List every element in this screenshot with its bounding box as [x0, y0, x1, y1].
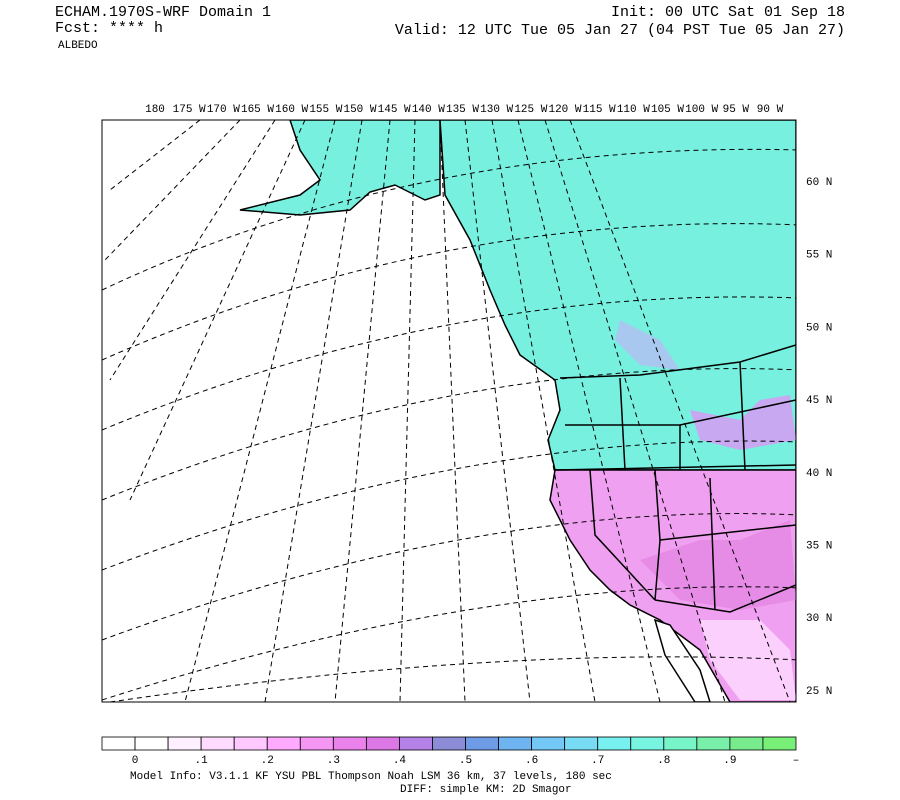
colorbar-box	[233, 736, 268, 751]
header-right: Init: 00 UTC Sat 01 Sep 18	[611, 4, 845, 21]
colorbar-box	[167, 736, 202, 751]
lat-label: 45 N	[806, 395, 832, 407]
header-left: Fcst: **** h	[55, 20, 163, 37]
colorbar-label: –	[793, 755, 800, 767]
colorbar-label: 0	[132, 755, 139, 767]
header-left: ECHAM.1970S-WRF Domain 1	[55, 4, 271, 21]
lon-label: 110 W	[617, 104, 650, 116]
lon-label: 180	[145, 104, 165, 116]
lat-label: 30 N	[806, 613, 832, 625]
lon-label: 100 W	[685, 104, 718, 116]
lon-label: 105 W	[651, 104, 684, 116]
colorbar-box	[101, 736, 136, 751]
lon-label: 150 W	[343, 104, 376, 116]
lat-label: 60 N	[806, 177, 832, 189]
colorbar-box	[465, 736, 499, 751]
lon-label: 140 W	[412, 104, 445, 116]
colorbar-box	[597, 736, 632, 751]
colorbar-box	[299, 736, 334, 751]
map-frame	[101, 119, 797, 703]
colorbar-box	[200, 736, 235, 751]
header-right: Valid: 12 UTC Tue 05 Jan 27 (04 PST Tue …	[395, 22, 845, 39]
lon-label: 145 W	[378, 104, 411, 116]
footer-line: DIFF: simple KM: 2D Smagor	[400, 784, 572, 796]
lon-label: 95 W	[723, 104, 750, 116]
footer-line: Model Info: V3.1.1 KF YSU PBL Thompson N…	[130, 771, 612, 783]
lat-label: 40 N	[806, 468, 832, 480]
lon-label: 165 W	[241, 104, 274, 116]
colorbar-label: .2	[261, 755, 274, 767]
colorbar-label: .4	[393, 755, 407, 767]
colorbar-box	[399, 736, 433, 751]
colorbar-box	[696, 736, 731, 751]
colorbar-box	[762, 736, 797, 751]
colorbar-label: .5	[459, 755, 472, 767]
colorbar-box	[134, 736, 169, 751]
lon-label: 120 W	[548, 104, 581, 116]
colorbar-label: .3	[327, 755, 340, 767]
colorbar-box	[332, 736, 367, 751]
lon-label: 170 W	[207, 104, 240, 116]
colorbar-label: .8	[657, 755, 670, 767]
colorbar-box	[266, 736, 301, 751]
lon-label: 115 W	[583, 104, 616, 116]
colorbar-box	[663, 736, 698, 751]
colorbar-box	[531, 736, 566, 751]
lon-label: 125 W	[514, 104, 547, 116]
colorbar-label: .1	[195, 755, 209, 767]
colorbar-box	[365, 736, 400, 751]
colorbar-label: .9	[723, 755, 736, 767]
colorbar-box	[498, 736, 533, 751]
lon-label: 135 W	[446, 104, 479, 116]
colorbar-box	[729, 736, 764, 751]
lon-label: 160 W	[275, 104, 308, 116]
map-area	[102, 120, 796, 702]
colorbar-box	[564, 736, 599, 751]
colorbar-box	[432, 736, 466, 751]
header-left: ALBEDO	[58, 40, 98, 52]
lat-label: 50 N	[806, 322, 832, 334]
lat-label: 55 N	[806, 250, 832, 262]
lat-label: 25 N	[806, 686, 832, 698]
colorbar-label: .6	[525, 755, 538, 767]
lon-label: 90 W	[757, 104, 784, 116]
colorbar-label: .7	[591, 755, 604, 767]
lon-label: 155 W	[309, 104, 342, 116]
lon-label: 175 W	[173, 104, 206, 116]
colorbar-box	[630, 736, 665, 751]
lat-label: 35 N	[806, 541, 832, 553]
lon-label: 130 W	[480, 104, 513, 116]
